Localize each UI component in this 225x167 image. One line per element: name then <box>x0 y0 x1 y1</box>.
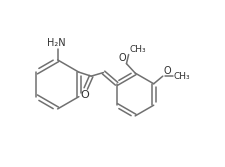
Text: O: O <box>118 53 125 63</box>
Text: O: O <box>80 90 89 100</box>
Text: CH₃: CH₃ <box>173 72 189 81</box>
Text: O: O <box>163 66 170 76</box>
Text: H₂N: H₂N <box>47 38 66 48</box>
Text: CH₃: CH₃ <box>129 45 145 54</box>
